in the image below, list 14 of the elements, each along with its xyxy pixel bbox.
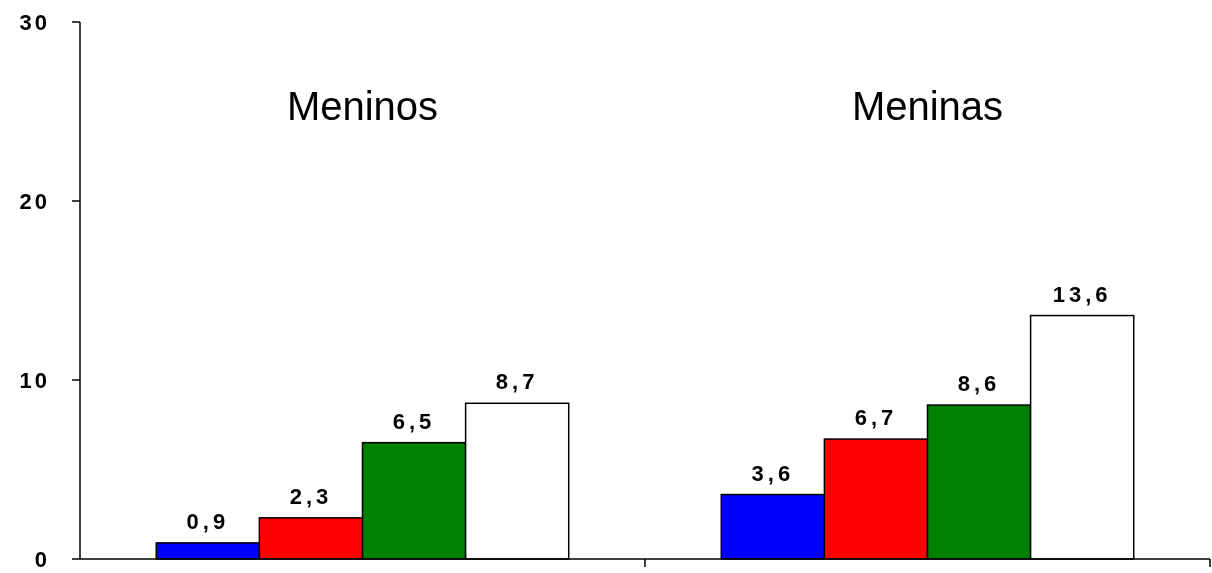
x-tick-label: Meninos (286, 84, 439, 129)
data-label: 6,7 (854, 405, 898, 431)
x-tick-label: Meninas (851, 84, 1004, 129)
data-label: 13,6 (1052, 281, 1112, 307)
data-label: 0,9 (186, 508, 230, 534)
y-tick-label: 0 (34, 546, 50, 572)
y-tick-label: 20 (19, 188, 50, 214)
y-tick-label: 10 (19, 367, 50, 393)
data-label: 3,6 (751, 460, 795, 486)
data-label: 2,3 (289, 483, 333, 509)
y-tick-label: 30 (19, 9, 50, 35)
data-label: 8,6 (957, 371, 1001, 397)
data-label: 6,5 (392, 408, 436, 434)
data-label: 8,7 (495, 369, 539, 395)
